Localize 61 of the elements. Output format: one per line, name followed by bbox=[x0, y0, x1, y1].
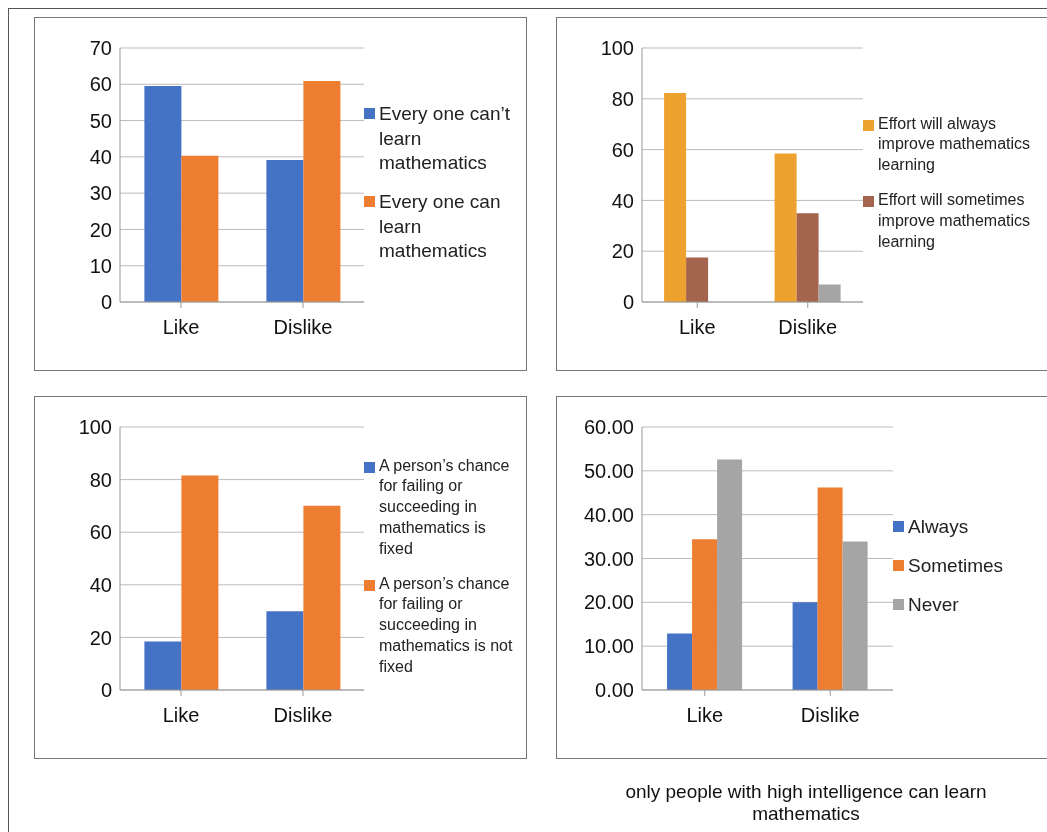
y-tick-label: 100 bbox=[78, 416, 112, 439]
x-tick-label: Like bbox=[686, 704, 724, 727]
y-tick-label: 40.00 bbox=[583, 503, 634, 526]
y-tick-label: 60 bbox=[89, 521, 112, 544]
x-tick-label: Like bbox=[162, 704, 200, 727]
bar bbox=[181, 475, 219, 690]
y-tick-label: 10.00 bbox=[583, 635, 634, 658]
bar bbox=[266, 611, 304, 690]
legend-label: Always bbox=[908, 515, 969, 540]
x-tick-label: Like bbox=[162, 316, 200, 339]
legend-label: A person’s chance for failing or succeeding in mathematics is not fixed bbox=[379, 573, 514, 677]
bar bbox=[303, 81, 341, 302]
y-tick-label: 30 bbox=[89, 182, 112, 205]
bar bbox=[686, 257, 709, 302]
y-tick-label: 40 bbox=[89, 145, 112, 168]
bar bbox=[796, 213, 819, 302]
y-tick-label: 70 bbox=[89, 37, 112, 60]
legend-label: Every one can learn mathematics bbox=[379, 190, 502, 264]
legend-label: Never bbox=[908, 592, 959, 617]
y-tick-label: 60 bbox=[89, 73, 112, 96]
legend-label: A person’s chance for failing or succeeding in mathematics is fixed bbox=[379, 455, 511, 559]
bar bbox=[774, 153, 797, 302]
bar bbox=[664, 92, 687, 302]
bar bbox=[144, 86, 182, 302]
x-tick-label: Like bbox=[678, 316, 716, 339]
y-tick-label: 20.00 bbox=[583, 591, 634, 614]
x-tick-label: Dislike bbox=[800, 704, 860, 727]
legend-label: Effort will always improve mathematics learning bbox=[878, 113, 1032, 176]
bar bbox=[692, 539, 718, 690]
y-tick-label: 0.00 bbox=[595, 679, 634, 702]
bar bbox=[792, 602, 818, 690]
bar bbox=[181, 155, 219, 302]
legend-label: Effort will sometimes improve mathematics learning bbox=[878, 190, 1032, 252]
y-tick-label: 20 bbox=[89, 626, 112, 649]
y-tick-label: 0 bbox=[100, 291, 112, 314]
legend-label: Every one can’t learn mathematics bbox=[379, 101, 511, 176]
y-tick-label: 50 bbox=[89, 109, 112, 132]
y-tick-label: 60 bbox=[611, 138, 634, 161]
y-tick-label: 60.00 bbox=[583, 416, 634, 439]
x-tick-label: Dislike bbox=[273, 704, 333, 727]
y-tick-label: 10 bbox=[89, 254, 112, 277]
bar bbox=[266, 160, 304, 302]
x-tick-label: Dislike bbox=[778, 316, 838, 339]
y-tick-label: 80 bbox=[89, 468, 112, 491]
x-tick-label: Dislike bbox=[273, 316, 333, 339]
bar bbox=[667, 633, 693, 690]
y-tick-label: 0 bbox=[622, 291, 634, 314]
y-tick-label: 80 bbox=[611, 87, 634, 110]
bar bbox=[817, 487, 843, 690]
y-tick-label: 0 bbox=[100, 679, 112, 702]
y-tick-label: 50.00 bbox=[583, 459, 634, 482]
y-tick-label: 100 bbox=[600, 37, 634, 60]
y-tick-label: 40 bbox=[611, 189, 634, 212]
y-tick-label: 20 bbox=[611, 240, 634, 263]
text: only people with high intelligence can learn mathematics bbox=[624, 781, 988, 825]
legend-label: Sometimes bbox=[908, 554, 1004, 579]
bar bbox=[144, 641, 182, 690]
y-tick-label: 20 bbox=[89, 218, 112, 241]
bar bbox=[303, 505, 341, 690]
y-tick-label: 30.00 bbox=[583, 547, 634, 570]
y-tick-label: 40 bbox=[89, 573, 112, 596]
